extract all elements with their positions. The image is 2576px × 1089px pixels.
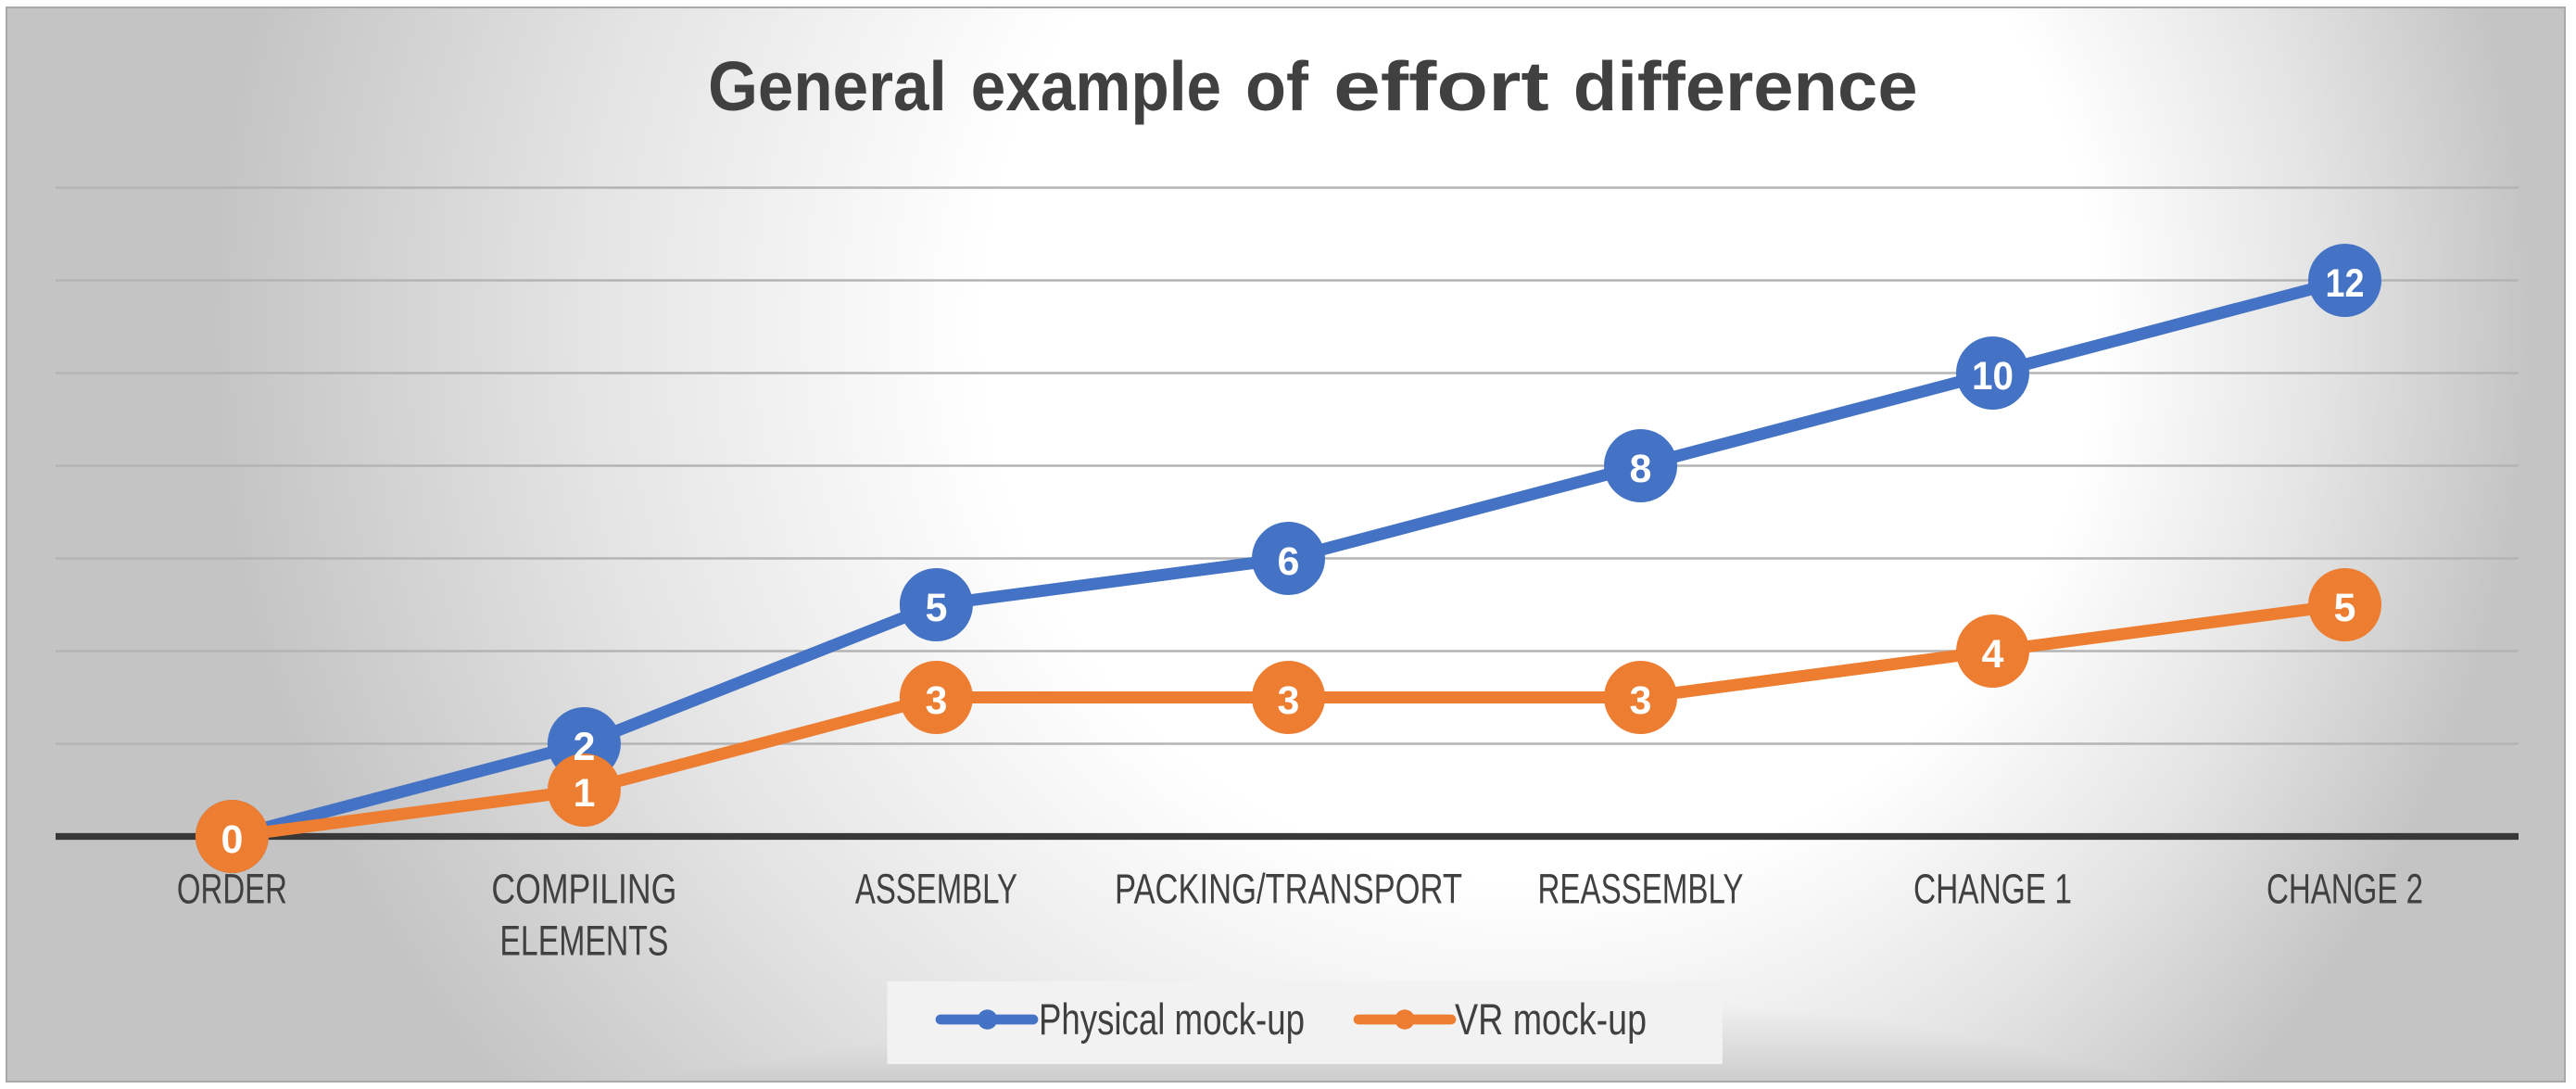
svg-text:example: example	[971, 47, 1221, 125]
svg-text:8: 8	[1630, 447, 1652, 491]
svg-text:5: 5	[925, 586, 947, 630]
svg-text:CHANGE 2: CHANGE 2	[2267, 866, 2423, 913]
svg-text:Physical mock-up: Physical mock-up	[1039, 994, 1305, 1044]
svg-text:General: General	[708, 47, 947, 125]
svg-text:PACKING/TRANSPORT: PACKING/TRANSPORT	[1115, 866, 1462, 913]
svg-text:12: 12	[2326, 261, 2365, 306]
svg-text:6: 6	[1278, 539, 1300, 584]
svg-text:of: of	[1245, 47, 1309, 125]
svg-text:COMPILING: COMPILING	[491, 866, 676, 913]
svg-text:3: 3	[1630, 678, 1652, 723]
svg-text:REASSEMBLY: REASSEMBLY	[1538, 866, 1744, 913]
svg-text:difference: difference	[1573, 47, 1918, 125]
svg-text:ELEMENTS: ELEMENTS	[499, 918, 668, 965]
svg-text:3: 3	[1278, 678, 1300, 723]
svg-text:ORDER: ORDER	[177, 866, 287, 913]
svg-text:0: 0	[221, 817, 243, 862]
svg-text:5: 5	[2334, 586, 2356, 630]
svg-text:ASSEMBLY: ASSEMBLY	[855, 866, 1017, 913]
svg-text:VR mock-up: VR mock-up	[1455, 994, 1647, 1044]
svg-text:1: 1	[573, 771, 595, 816]
svg-text:4: 4	[1982, 632, 2004, 677]
svg-text:10: 10	[1972, 354, 2014, 399]
svg-text:CHANGE 1: CHANGE 1	[1913, 866, 2072, 913]
svg-text:3: 3	[925, 678, 947, 723]
svg-text:2: 2	[573, 725, 595, 769]
svg-text:effort: effort	[1333, 47, 1549, 125]
